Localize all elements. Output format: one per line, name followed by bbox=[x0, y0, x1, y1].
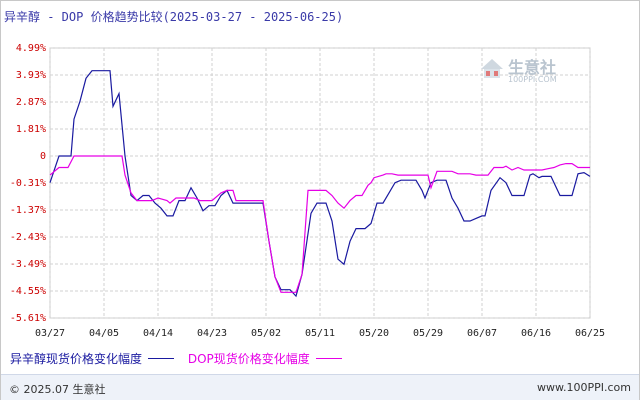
x-tick-label: 04/05 bbox=[89, 328, 119, 339]
watermark-brand-url: 100PPI.COM bbox=[508, 75, 557, 84]
footer-link[interactable]: www.100PPI.com bbox=[537, 381, 631, 394]
legend-label-series2: DOP现货价格变化幅度 bbox=[187, 352, 310, 366]
legend-label-series1: 异辛醇现货价格变化幅度 bbox=[10, 352, 143, 366]
x-tick-label: 04/23 bbox=[197, 328, 227, 339]
x-axis-ticks: 03/27 04/05 04/14 04/23 05/02 05/11 05/20 05/29… bbox=[35, 328, 605, 339]
y-tick-label: 3.93% bbox=[16, 70, 46, 81]
y-tick-label: -2.43% bbox=[10, 232, 46, 243]
y-tick-label: 2.87% bbox=[16, 97, 46, 108]
x-tick-label: 06/16 bbox=[521, 328, 551, 339]
x-tick-label: 03/27 bbox=[35, 328, 65, 339]
x-tick-label: 04/14 bbox=[143, 328, 173, 339]
brand-watermark: 生意社 100PPI.COM bbox=[480, 54, 580, 90]
x-tick-label: 05/20 bbox=[359, 328, 389, 339]
legend-item-series2: DOP现货价格变化幅度 bbox=[188, 350, 342, 367]
x-tick-label: 05/11 bbox=[305, 328, 335, 339]
legend-swatch-series2 bbox=[315, 358, 342, 359]
chart-title: 异辛醇 - DOP 价格趋势比较(2025-03-27 - 2025-06-25… bbox=[4, 10, 344, 24]
y-tick-label: -0.31% bbox=[10, 178, 46, 189]
grid bbox=[49, 47, 591, 319]
y-tick-label: -3.49% bbox=[10, 259, 46, 270]
x-tick-label: 06/07 bbox=[467, 328, 497, 339]
y-tick-label: -1.37% bbox=[10, 205, 46, 216]
legend-swatch-series1 bbox=[148, 358, 175, 359]
house-logo-icon bbox=[481, 59, 503, 78]
y-tick-label: -4.55% bbox=[10, 286, 46, 297]
series-line-1 bbox=[49, 70, 591, 298]
footer-bar: © 2025.07 生意社 www.100PPI.com bbox=[1, 374, 639, 400]
legend-item-series1: 异辛醇现货价格变化幅度 bbox=[10, 350, 175, 367]
series-line-2 bbox=[49, 155, 590, 293]
y-tick-label: 1.81% bbox=[16, 124, 46, 135]
y-axis-ticks: 4.99% 3.93% 2.87% 1.81% 0 -0.31% -1.37% -2.43% -… bbox=[10, 43, 46, 324]
y-tick-label: 4.99% bbox=[16, 43, 46, 54]
x-tick-label: 05/02 bbox=[251, 328, 281, 339]
copyright-text: © 2025.07 生意社 bbox=[9, 383, 106, 396]
chart-legend: 异辛醇现货价格变化幅度 DOP现货价格变化幅度 bbox=[10, 350, 352, 367]
y-tick-label: -5.61% bbox=[10, 313, 46, 324]
watermark-brand-name: 生意社 bbox=[508, 58, 557, 77]
y-tick-label: 0 bbox=[40, 151, 46, 162]
x-tick-label: 06/25 bbox=[575, 328, 605, 339]
x-tick-label: 05/29 bbox=[413, 328, 443, 339]
series-lines bbox=[49, 70, 591, 298]
